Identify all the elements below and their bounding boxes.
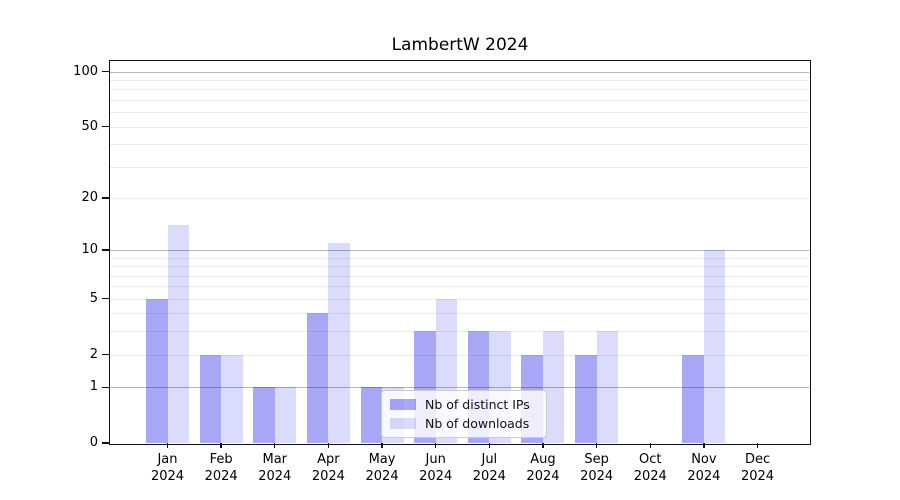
legend-label-distinct-ips: Nb of distinct IPs [425, 397, 530, 412]
y-tick-mark [102, 197, 109, 199]
y-tick-mark [102, 298, 109, 300]
x-tick-mark [542, 443, 544, 448]
x-tick-mark [327, 443, 330, 448]
bar-downloads-apr [328, 243, 350, 443]
bar-distinct-ips-mar [253, 387, 275, 443]
minor-gridline [110, 275, 809, 277]
legend-label-downloads: Nb of downloads [425, 416, 530, 431]
y-tick-label: 50 [81, 118, 98, 134]
y-tick-mark [102, 249, 109, 251]
y-tick-mark [102, 353, 109, 356]
x-tick-mark [220, 443, 222, 448]
minor-gridline [110, 126, 809, 128]
bar-distinct-ips-jan [146, 298, 168, 443]
x-tick-label: Jan 2024 [150, 452, 185, 484]
x-tick-label: Dec 2024 [740, 452, 775, 484]
legend-swatch-distinct-ips [390, 399, 416, 410]
x-tick-label: Apr 2024 [311, 452, 345, 484]
minor-gridline [110, 89, 809, 91]
bar-downloads-sep [596, 331, 619, 443]
y-tick-mark [102, 442, 109, 444]
bar-distinct-ips-nov [682, 354, 704, 443]
y-tick-label: 10 [81, 242, 98, 258]
major-gridline [110, 250, 809, 252]
bar-downloads-mar [274, 387, 297, 443]
bar-distinct-ips-sep [575, 354, 597, 443]
y-tick-mark [102, 386, 109, 388]
minor-gridline [110, 166, 809, 168]
y-tick-label: 20 [81, 189, 98, 205]
x-tick-label: Feb 2024 [204, 452, 238, 484]
bar-downloads-nov [703, 250, 726, 443]
x-tick-mark [488, 443, 491, 448]
minor-gridline [110, 197, 809, 199]
major-gridline [110, 71, 809, 73]
minor-gridline [110, 286, 809, 288]
minor-gridline [110, 257, 809, 259]
x-tick-label: Mar 2024 [258, 452, 292, 484]
minor-gridline [110, 144, 809, 146]
minor-gridline [110, 298, 809, 300]
minor-gridline [110, 313, 809, 315]
bar-distinct-ips-feb [199, 354, 222, 443]
x-tick-mark [381, 443, 383, 448]
minor-gridline [110, 266, 809, 268]
plot-area: 0 1 2 5 10 20 50 100 Jan 2024 Feb 2024 Mar 2024 Apr… [73, 60, 811, 484]
y-tick-label: 5 [89, 290, 98, 306]
bar-downloads-aug [542, 331, 565, 443]
major-gridline [110, 387, 809, 389]
x-tick-mark [166, 443, 169, 448]
x-tick-label: May 2024 [365, 452, 399, 484]
minor-gridline [110, 99, 809, 101]
bar-downloads-jan [167, 225, 189, 443]
x-tick-mark [756, 443, 759, 448]
x-tick-label: Sep 2024 [580, 452, 614, 484]
y-tick-label: 100 [73, 63, 98, 79]
y-tick-label: 2 [89, 346, 98, 362]
minor-gridline [110, 79, 809, 81]
y-tick-mark [102, 70, 109, 73]
legend-entry-downloads: Nb of downloads [390, 416, 538, 431]
chart-title: LambertW 2024 [391, 35, 529, 55]
bar-downloads-feb [221, 354, 243, 443]
bar-distinct-ips-may [360, 387, 383, 443]
x-tick-label: Aug 2024 [526, 452, 560, 484]
y-tick-label: 1 [89, 379, 98, 395]
x-tick-label: Jun 2024 [419, 452, 453, 484]
x-tick-mark [649, 443, 651, 448]
minor-gridline [110, 354, 809, 356]
x-tick-label: Jul 2024 [472, 452, 506, 484]
x-tick-mark [435, 443, 437, 448]
legend-swatch-downloads [390, 418, 416, 429]
y-tick-label: 0 [89, 435, 98, 450]
bar-distinct-ips-apr [306, 313, 329, 443]
legend: Nb of distinct IPs Nb of downloads [381, 390, 547, 438]
minor-gridline [110, 331, 809, 333]
x-tick-mark [274, 443, 276, 448]
minor-gridline [110, 112, 809, 114]
x-tick-mark [595, 443, 598, 448]
x-tick-mark [703, 443, 705, 448]
x-tick-label: Oct 2024 [633, 452, 667, 484]
y-tick-mark [102, 125, 109, 128]
legend-entry-distinct-ips: Nb of distinct IPs [390, 397, 538, 412]
x-tick-label: Nov 2024 [687, 452, 721, 484]
